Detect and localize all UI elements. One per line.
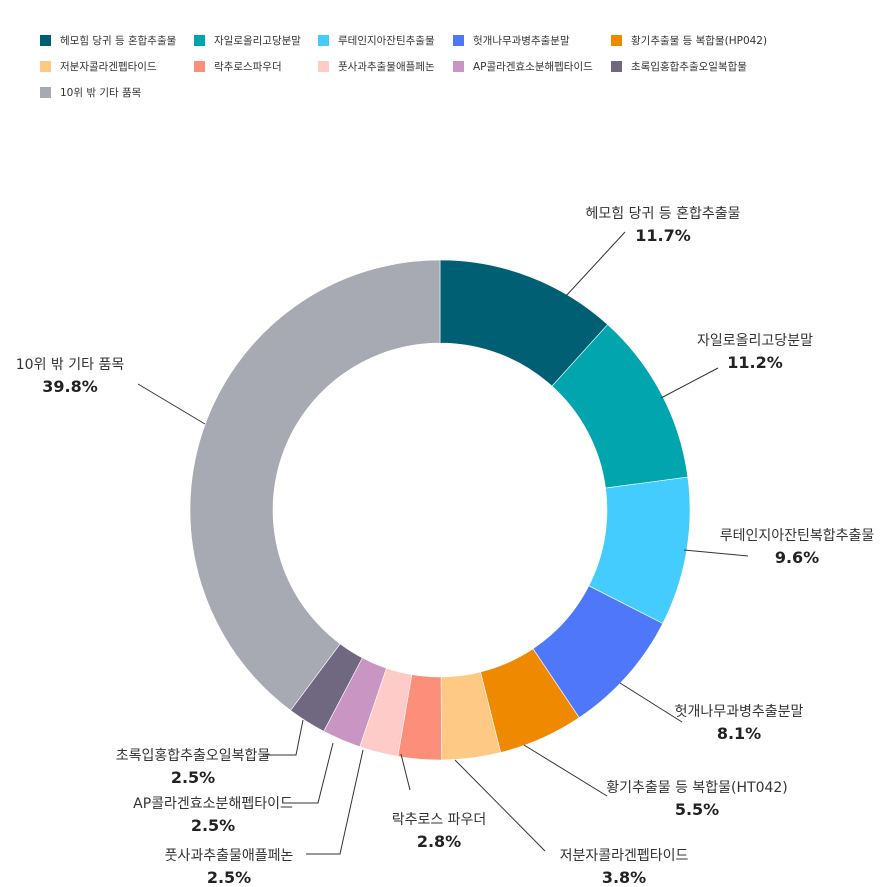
leader-line — [683, 549, 749, 557]
slice-value-label: 11.7% — [635, 226, 691, 245]
legend-swatch — [453, 35, 464, 46]
slice-label: 루테인지아잔틴복합추출물 — [720, 528, 875, 544]
leader-line — [660, 367, 719, 399]
slice-value-label: 2.5% — [171, 768, 215, 787]
slice-value-label: 2.5% — [191, 816, 235, 835]
leader-line — [137, 383, 206, 425]
slice-label: 헛개나무과병추출분말 — [675, 704, 804, 720]
leader-line — [286, 742, 334, 804]
legend-swatch — [318, 61, 329, 72]
slice-label: 락추로스 파우더 — [392, 812, 487, 828]
slice-value-label: 9.6% — [775, 548, 819, 567]
legend-label: 헛개나무과병추출분말 — [473, 35, 570, 47]
leader-line — [400, 753, 411, 791]
legend-swatch — [40, 87, 51, 98]
legend-label: 풋사과추출물애플페논 — [338, 61, 435, 73]
slice-label: 초록입홍합추출오일복합물 — [116, 748, 271, 764]
legend-swatch — [611, 61, 622, 72]
leader-line — [565, 231, 626, 297]
legend-item: 풋사과추출물애플페논 — [318, 59, 435, 74]
legend-label: 헤모힘 당귀 등 혼합추출물 — [60, 35, 177, 47]
legend-label: AP콜라겐효소분해펩타이드 — [473, 61, 593, 73]
slice-label: AP콜라겐효소분해펩타이드 — [133, 796, 293, 812]
slice-label: 10위 밖 기타 품목 — [16, 357, 125, 373]
leader-line — [523, 744, 608, 797]
legend-swatch — [40, 35, 51, 46]
slice-value-label: 8.1% — [717, 724, 761, 743]
legend-label: 10위 밖 기타 품목 — [60, 87, 142, 99]
slice-value-label: 5.5% — [675, 800, 719, 819]
slice-value-label: 2.5% — [207, 868, 251, 887]
legend-label: 황기추출물 등 복합물(HP042) — [631, 35, 768, 47]
slice-value-label: 39.8% — [42, 377, 98, 396]
legend-swatch — [40, 61, 51, 72]
slice-label: 황기추출물 등 복합물(HT042) — [606, 780, 788, 796]
leader-line — [265, 719, 304, 756]
leader-line — [454, 759, 546, 852]
legend-swatch — [611, 35, 622, 46]
slice-label: 헤모힘 당귀 등 혼합추출물 — [585, 206, 740, 222]
slice-value-label: 11.2% — [727, 353, 783, 372]
leader-line — [306, 749, 364, 855]
legend-item: 루테인지아잔틴추출물 — [318, 33, 435, 48]
slice-value-label: 2.8% — [417, 832, 461, 851]
legend-swatch — [194, 35, 205, 46]
slice-value-label: 3.8% — [602, 868, 646, 887]
legend-swatch — [318, 35, 329, 46]
slice-label: 풋사과추출물애플페논 — [165, 848, 294, 864]
legend-swatch — [453, 61, 464, 72]
legend-item: 헛개나무과병추출분말 — [453, 33, 570, 48]
pie-slice — [189, 259, 441, 711]
legend-label: 저분자콜라겐펩타이드 — [60, 61, 157, 73]
legend-label: 락추로스파우더 — [214, 61, 282, 73]
legend-item: AP콜라겐효소분해펩타이드 — [453, 59, 593, 74]
legend-item: 락추로스파우더 — [194, 59, 282, 74]
legend-label: 루테인지아잔틴추출물 — [338, 35, 435, 47]
legend-item: 초록입홍합추출오일복합물 — [611, 59, 747, 74]
slice-label: 자일로올리고당분말 — [697, 333, 813, 349]
slice-label: 저분자콜라겐펩타이드 — [560, 848, 689, 864]
legend-item: 황기추출물 등 복합물(HP042) — [611, 33, 767, 48]
legend-swatch — [194, 61, 205, 72]
leader-line — [619, 682, 683, 723]
legend-item: 자일로올리고당분말 — [194, 33, 301, 48]
legend-label: 초록입홍합추출오일복합물 — [631, 61, 747, 73]
legend-label: 자일로올리고당분말 — [214, 35, 301, 47]
legend-item: 헤모힘 당귀 등 혼합추출물 — [40, 33, 176, 48]
legend-item: 저분자콜라겐펩타이드 — [40, 59, 157, 74]
legend-item: 10위 밖 기타 품목 — [40, 85, 141, 100]
